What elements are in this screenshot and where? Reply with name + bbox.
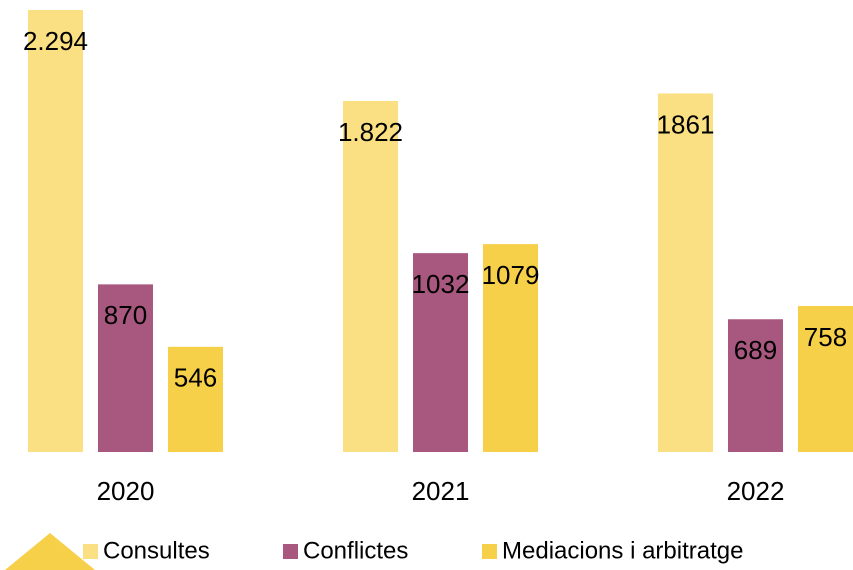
x-tick-label: 2021 (412, 476, 470, 506)
legend-label: Consultes (103, 537, 210, 564)
bar (483, 244, 538, 452)
data-label: 870 (104, 300, 147, 330)
data-label: 758 (804, 322, 847, 352)
bar (168, 346, 223, 452)
data-label: 2.294 (23, 26, 88, 56)
legend-swatch (83, 544, 98, 559)
data-label: 689 (734, 335, 777, 365)
data-label: 1079 (482, 260, 540, 290)
data-label: 546 (174, 363, 217, 393)
bar (413, 253, 468, 452)
bar (343, 100, 398, 452)
bar (98, 284, 153, 452)
data-label: 1032 (412, 269, 470, 299)
x-tick-label: 2022 (727, 476, 785, 506)
legend-swatch (283, 544, 298, 559)
data-label: 1.822 (338, 117, 403, 147)
bar (28, 10, 83, 452)
bar (728, 319, 783, 452)
decor-triangle (5, 533, 95, 570)
legend-swatch (482, 544, 497, 559)
bar (658, 93, 713, 452)
x-tick-label: 2020 (97, 476, 155, 506)
legend-label: Conflictes (303, 537, 408, 564)
data-label: 1861 (657, 109, 715, 139)
legend-label: Mediacions i arbitratge (502, 537, 743, 564)
bar (798, 305, 853, 452)
